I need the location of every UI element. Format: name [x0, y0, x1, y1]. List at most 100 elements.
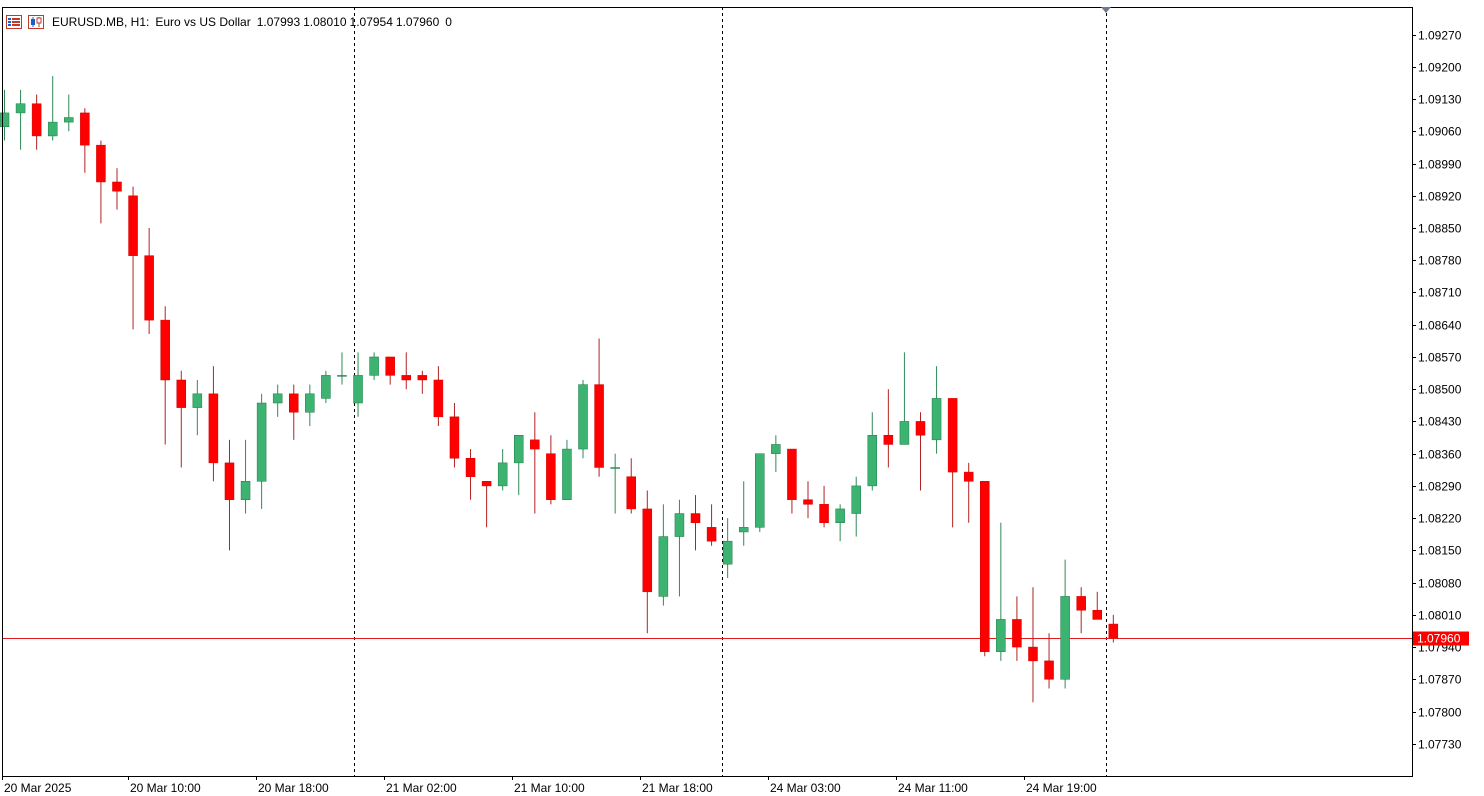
candle — [305, 384, 315, 427]
candle-body — [578, 384, 588, 450]
y-tick-label: 1.07870 — [1418, 673, 1462, 687]
candle-body — [626, 476, 636, 510]
candle — [256, 393, 267, 509]
candle-body — [369, 356, 379, 376]
candle — [1060, 559, 1070, 689]
y-tick-label: 1.09130 — [1418, 93, 1462, 107]
candle-body — [1060, 596, 1070, 680]
candle — [963, 462, 974, 523]
candle-body — [867, 434, 878, 487]
header-description: Euro vs US Dollar — [155, 15, 251, 29]
candle — [1092, 591, 1103, 620]
candle — [337, 352, 347, 385]
candle — [931, 366, 942, 454]
candle-body — [401, 375, 411, 381]
candle — [289, 384, 299, 440]
candle — [562, 439, 572, 500]
candle-body — [31, 103, 42, 137]
chart-header: EURUSD.MB, H1: Euro vs US Dollar 1.07993… — [6, 12, 452, 32]
candle — [176, 370, 187, 468]
candle-body — [1012, 619, 1022, 648]
candle — [192, 379, 203, 436]
chart-list-icon[interactable] — [6, 15, 22, 29]
candles — [0, 76, 1119, 703]
candle-body — [947, 398, 958, 473]
candle — [610, 453, 620, 514]
y-tick-label: 1.08500 — [1418, 383, 1462, 397]
candle — [385, 356, 395, 385]
candle-body — [690, 513, 701, 523]
candle-body — [980, 481, 990, 652]
y-tick-label: 1.09200 — [1418, 61, 1462, 75]
candle — [867, 412, 878, 491]
y-tick-label: 1.09270 — [1418, 29, 1462, 43]
candle-body — [112, 181, 122, 192]
plot-border — [2, 7, 1413, 777]
candle — [1028, 587, 1038, 703]
candle-body — [851, 485, 861, 514]
candle — [513, 434, 524, 496]
y-tick-label: 1.08360 — [1418, 448, 1462, 462]
y-tick-label: 1.08780 — [1418, 254, 1462, 268]
candle-body — [272, 393, 283, 404]
candle — [0, 89, 10, 141]
candle — [401, 352, 411, 390]
candle-body — [337, 375, 347, 377]
period-separators — [354, 7, 1107, 776]
candle-body — [96, 144, 106, 183]
candle-body — [80, 112, 90, 146]
candle — [899, 352, 910, 445]
candle — [851, 476, 861, 537]
candle — [1044, 633, 1054, 689]
candle-body — [513, 434, 524, 464]
candle-chart-icon[interactable] — [28, 15, 44, 29]
candle-body — [996, 619, 1006, 652]
candle-body — [819, 504, 829, 523]
x-tick-label: 20 Mar 10:00 — [130, 781, 201, 795]
x-tick-label: 21 Mar 10:00 — [514, 781, 585, 795]
header-symbol: EURUSD.MB, H1: — [52, 15, 150, 29]
candle — [112, 168, 122, 210]
candle-body — [15, 103, 26, 114]
candle — [996, 522, 1006, 661]
shift-marker-icon[interactable] — [1101, 7, 1111, 13]
candle-body — [321, 375, 331, 399]
candle-body — [642, 508, 653, 593]
x-tick-label: 20 Mar 18:00 — [258, 781, 329, 795]
candle-body — [771, 444, 781, 454]
candle-body — [417, 375, 428, 381]
y-tick-label: 1.08640 — [1418, 319, 1462, 333]
candle — [369, 352, 379, 380]
candle — [449, 403, 460, 468]
candle-body — [530, 439, 540, 450]
y-tick-label: 1.07800 — [1418, 706, 1462, 720]
candle — [497, 449, 508, 491]
candle-body — [1044, 660, 1054, 680]
header-low: 1.07954 — [349, 15, 393, 29]
candle — [771, 435, 781, 473]
candle-body — [835, 508, 845, 523]
x-tick-label: 21 Mar 02:00 — [386, 781, 457, 795]
current-price-label: 1.07960 — [1417, 632, 1461, 646]
candle — [690, 495, 701, 551]
candle-body — [610, 467, 620, 469]
candle-body — [64, 117, 74, 123]
price-axis[interactable]: 1.09270 1.09200 1.09130 1.09060 1.08990 1.089… — [1412, 29, 1469, 752]
candle-body — [481, 481, 492, 487]
header-open: 1.07993 — [256, 15, 301, 29]
candle-body — [674, 513, 685, 537]
candle — [642, 490, 653, 634]
x-tick-label: 21 Mar 18:00 — [642, 781, 713, 795]
candle-body — [883, 434, 894, 445]
candle-body — [546, 453, 556, 500]
time-axis[interactable]: 20 Mar 2025 20 Mar 10:00 20 Mar 18:00 21 Ma… — [2, 776, 1098, 795]
candle-body — [128, 195, 138, 256]
candle — [47, 76, 58, 141]
y-tick-label: 1.08150 — [1418, 544, 1462, 558]
candle — [1076, 587, 1086, 634]
candle — [1108, 614, 1119, 643]
candle — [465, 449, 476, 500]
candle-body — [385, 356, 395, 376]
candle — [658, 504, 669, 606]
